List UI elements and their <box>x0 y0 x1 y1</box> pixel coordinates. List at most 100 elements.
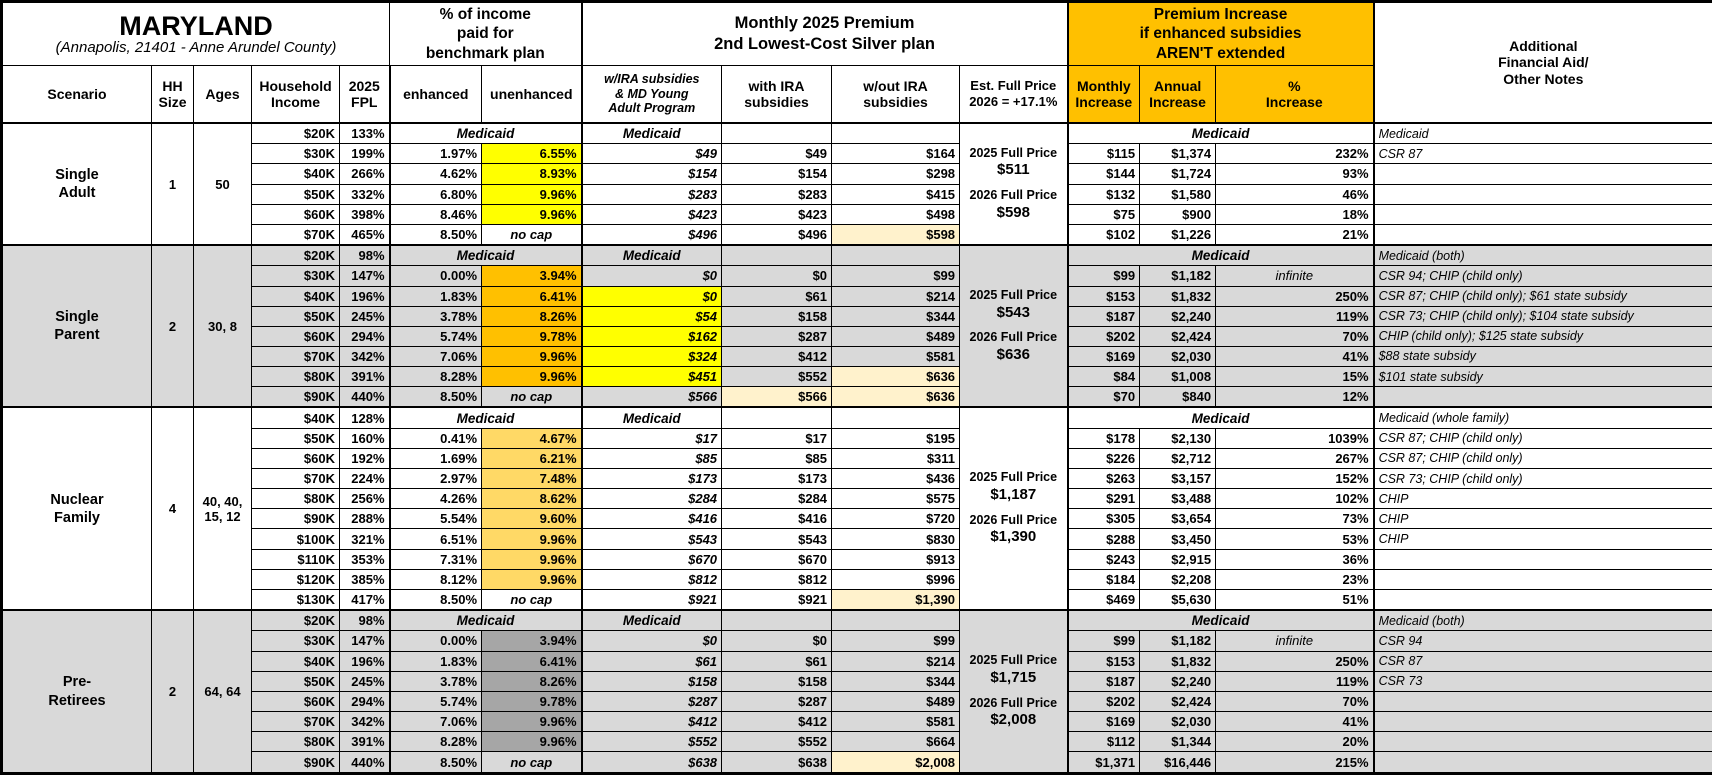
monthly-increase-value: $187 <box>1067 670 1141 692</box>
pct-increase-value: infinite <box>1215 630 1375 652</box>
table-row: $60K 294% 5.74% 9.78% $287 $287 $489 $202 $2,424… <box>2 690 1712 712</box>
pct-increase-value: 18% <box>1215 203 1375 225</box>
monthly-increase-value: $202 <box>1067 325 1141 347</box>
full-price-2025-label: 2025 Full Price <box>969 470 1058 485</box>
premium-withira-value: $412 <box>721 345 833 368</box>
annual-increase-value: $1,832 <box>1139 650 1217 672</box>
enhanced-pct-value: 2.97% <box>389 468 483 490</box>
col-header-enhanced: enhanced <box>389 65 483 124</box>
fpl-value: 133% <box>338 122 391 145</box>
table-title-cell: MARYLAND (Annapolis, 21401 - Anne Arunde… <box>0 1 391 66</box>
enhanced-pct-value: 1.83% <box>389 285 483 307</box>
income-value: $20K <box>251 244 340 267</box>
unenhanced-pct-value: 8.26% <box>481 305 583 327</box>
premium-wira-value: $423 <box>581 203 723 225</box>
fpl-value: 342% <box>338 710 391 733</box>
pct-increase-value: 267% <box>1215 447 1375 470</box>
full-price-2026-label: 2026 Full Price <box>969 512 1058 527</box>
pct-increase-value: 46% <box>1215 183 1375 205</box>
premium-woutira-value: $344 <box>831 670 961 692</box>
scenario-label: Single Parent <box>1 244 152 408</box>
monthly-increase-value: $178 <box>1067 427 1141 449</box>
unenhanced-pct-value: no cap <box>481 588 583 611</box>
hh-size-value: 4 <box>151 406 194 611</box>
premium-withira-empty <box>721 122 833 145</box>
premium-woutira-value: $344 <box>831 305 961 327</box>
premium-wira-value: $162 <box>581 325 723 347</box>
income-value: $60K <box>251 690 340 712</box>
premium-woutira-value: $298 <box>831 163 961 185</box>
medicaid-increase-cell: Medicaid <box>1067 122 1375 145</box>
full-price-2025-value: $511 <box>997 161 1030 179</box>
income-value: $50K <box>251 305 340 327</box>
fpl-value: 224% <box>338 468 391 490</box>
notes-value <box>1373 568 1712 590</box>
notes-value: CSR 87; CHIP (child only) <box>1373 427 1712 449</box>
monthly-increase-value: $75 <box>1067 203 1141 225</box>
premium-withira-empty <box>721 609 833 632</box>
notes-value <box>1373 183 1712 205</box>
annual-increase-value: $1,580 <box>1139 183 1217 205</box>
notes-value: CHIP <box>1373 528 1712 550</box>
table-row: $40K 196% 1.83% 6.41% $61 $61 $214 $153 $1,832 25… <box>2 650 1712 672</box>
premium-woutira-value: $498 <box>831 203 961 225</box>
pct-increase-value: 41% <box>1215 710 1375 733</box>
monthly-increase-value: $169 <box>1067 710 1141 733</box>
annual-increase-value: $1,182 <box>1139 630 1217 652</box>
pct-increase-value: 152% <box>1215 468 1375 490</box>
scenario-label: Single Adult <box>1 121 152 246</box>
annual-increase-value: $3,488 <box>1139 488 1217 510</box>
enhanced-pct-value: 3.78% <box>389 305 483 327</box>
col-header-wira: w/IRA subsidies & MD Young Adult Program <box>581 65 723 124</box>
est-full-price-cell: 2025 Full Price $1,187 2026 Full Price $1,3… <box>959 406 1069 611</box>
premium-wira-value: $566 <box>581 386 723 408</box>
state-title: MARYLAND <box>119 10 273 41</box>
annual-increase-value: $2,915 <box>1139 548 1217 570</box>
annual-increase-value: $1,008 <box>1139 366 1217 388</box>
notes-value: CSR 73 <box>1373 670 1712 692</box>
premium-wira-value: $451 <box>581 366 723 388</box>
annual-increase-value: $3,157 <box>1139 468 1217 490</box>
premium-withira-value: $287 <box>721 690 833 712</box>
premium-woutira-value: $636 <box>831 386 961 408</box>
annual-increase-value: $1,182 <box>1139 265 1217 287</box>
annual-increase-value: $1,724 <box>1139 163 1217 185</box>
notes-value: CSR 94; CHIP (child only) <box>1373 265 1712 287</box>
annual-increase-value: $1,832 <box>1139 285 1217 307</box>
premium-wira-value: $0 <box>581 630 723 652</box>
fpl-value: 391% <box>338 731 391 753</box>
monthly-increase-value: $153 <box>1067 650 1141 672</box>
notes-value: CSR 87 <box>1373 650 1712 672</box>
medicaid-premium-cell: Medicaid <box>581 609 723 632</box>
enhanced-pct-value: 8.50% <box>389 386 483 408</box>
notes-value <box>1373 203 1712 225</box>
annual-increase-value: $3,654 <box>1139 508 1217 530</box>
monthly-increase-value: $169 <box>1067 345 1141 368</box>
premium-wira-value: $49 <box>581 143 723 165</box>
premium-woutira-value: $164 <box>831 143 961 165</box>
full-price-2026-label: 2026 Full Price <box>969 330 1058 345</box>
premium-withira-value: $158 <box>721 670 833 692</box>
pct-increase-value: 93% <box>1215 163 1375 185</box>
fpl-value: 321% <box>338 528 391 550</box>
notes-value <box>1373 690 1712 712</box>
notes-value <box>1373 731 1712 753</box>
full-price-2026-value: $1,390 <box>990 528 1037 546</box>
income-value: $130K <box>251 588 340 611</box>
table-body: Single Adult 1 50 $20K 133% Medicaid Medicaid 2… <box>1 121 1712 775</box>
full-price-2025-label: 2025 Full Price <box>969 145 1058 160</box>
premium-woutira-empty <box>831 122 961 145</box>
table-row: $90K 440% 8.50% no cap $638 $638 $2,008 $1,371 $… <box>2 751 1712 774</box>
enhanced-pct-value: 3.78% <box>389 670 483 692</box>
premium-withira-value: $543 <box>721 528 833 550</box>
table-row: $130K 417% 8.50% no cap $921 $921 $1,390 $469 $5… <box>2 588 1712 611</box>
monthly-increase-value: $291 <box>1067 488 1141 510</box>
col-header-income: Household Income <box>251 65 340 124</box>
premium-withira-value: $812 <box>721 568 833 590</box>
premium-withira-value: $173 <box>721 468 833 490</box>
premium-wira-value: $173 <box>581 468 723 490</box>
full-price-2026-value: $598 <box>996 203 1030 221</box>
enhanced-pct-value: 8.50% <box>389 223 483 246</box>
table-row: $30K 147% 0.00% 3.94% $0 $0 $99 $99 $1,182 infini… <box>2 265 1712 287</box>
unenhanced-pct-value: 6.41% <box>481 650 583 672</box>
